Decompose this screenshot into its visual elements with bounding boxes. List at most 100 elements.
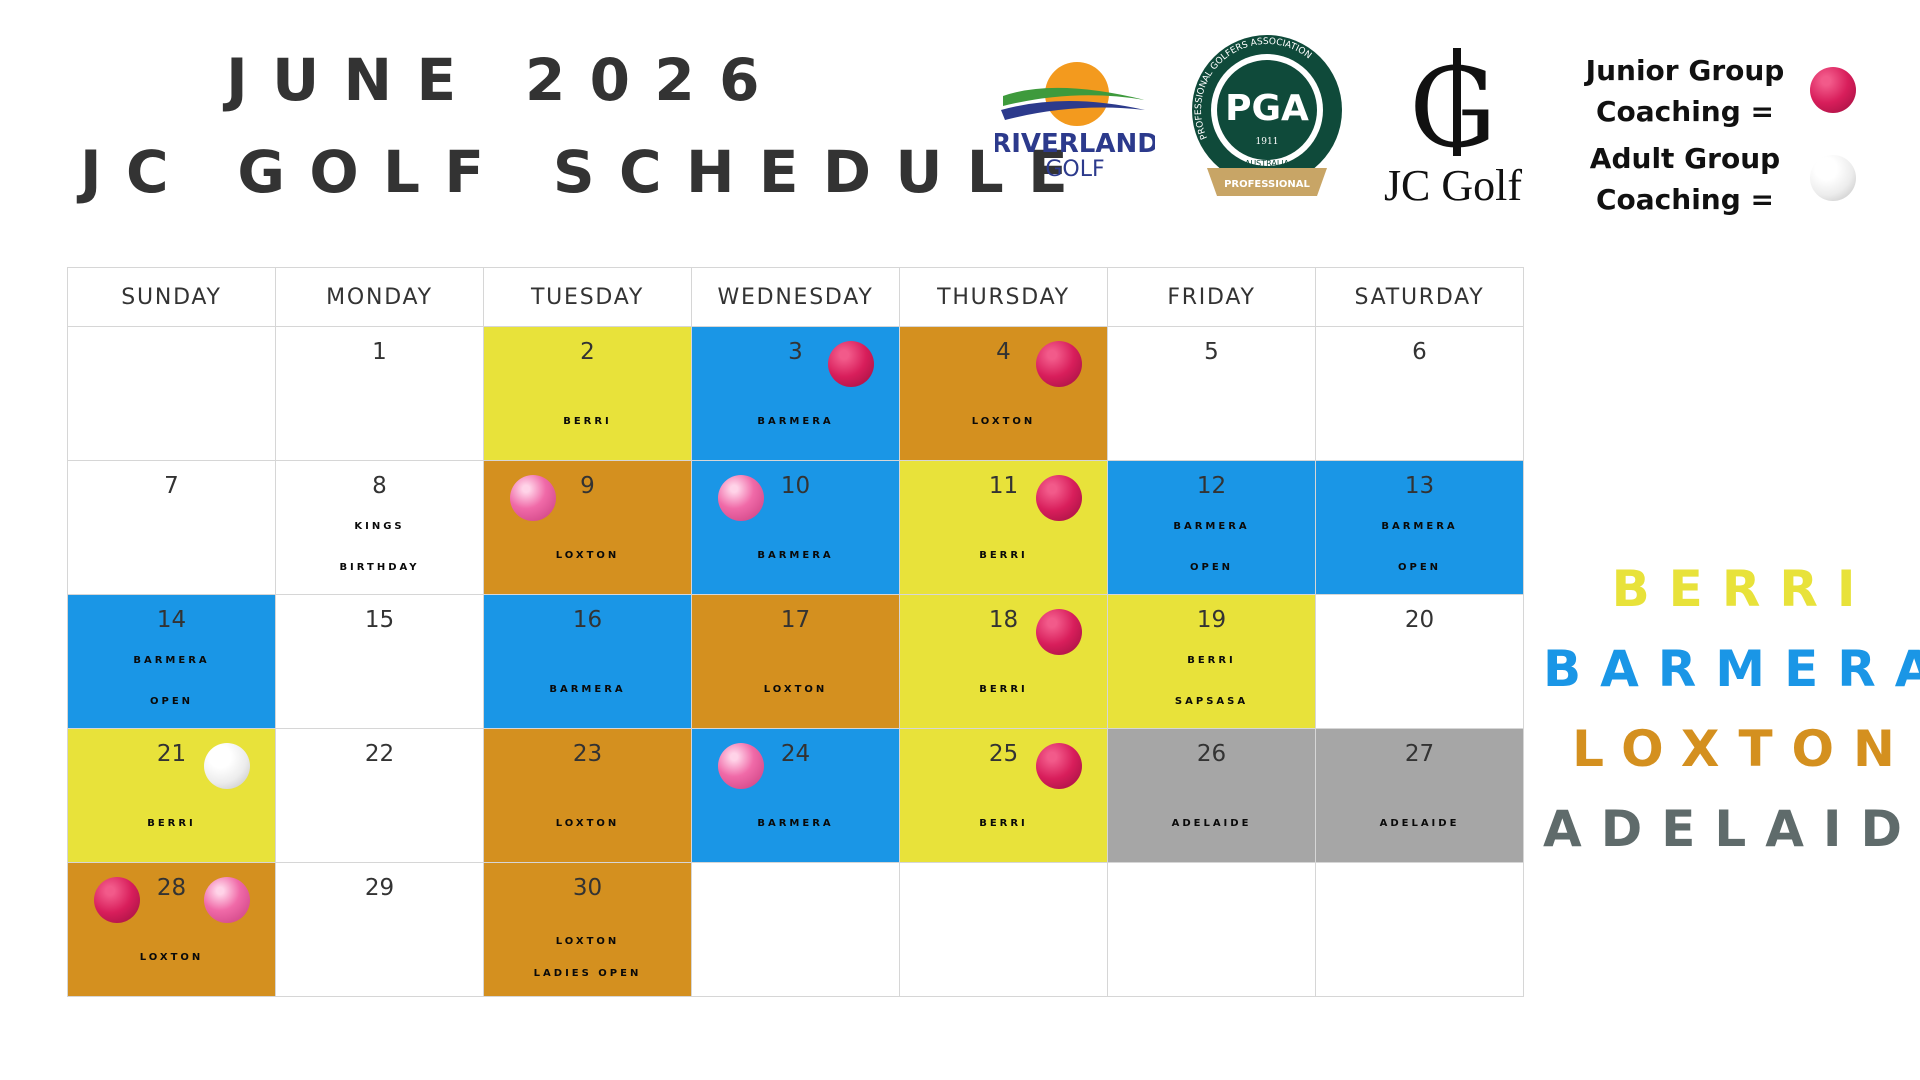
title-line: JUNE 2026: [226, 46, 784, 114]
event-label: BERRI: [900, 536, 1107, 576]
coaching-ball: [1036, 743, 1082, 789]
day-cell: 14 BARMERA OPEN: [67, 594, 276, 729]
event-label: LOXTON LADIES OPEN: [484, 926, 691, 990]
day-cell: [899, 862, 1108, 997]
event-label: BARMERA OPEN: [68, 640, 275, 722]
coaching-ball: [828, 341, 874, 387]
event-label: LOXTON: [900, 402, 1107, 442]
day-number: 1: [372, 339, 387, 365]
event-label: LOXTON: [484, 804, 691, 844]
event-label-line: BERRI: [979, 818, 1028, 829]
day-cell: 21 BERRI: [67, 728, 276, 863]
day-cell: 25 BERRI: [899, 728, 1108, 863]
event-label-line: LOXTON: [139, 952, 204, 963]
event-label: LOXTON: [68, 938, 275, 978]
key-text: Coaching =: [1596, 95, 1774, 128]
coaching-ball: [1036, 609, 1082, 655]
day-header: SATURDAY: [1315, 267, 1524, 327]
logo-circle: [1217, 60, 1317, 160]
event-label: BERRI: [484, 402, 691, 442]
key-text: Junior Group: [1585, 54, 1785, 87]
day-cell: 23 LOXTON: [483, 728, 692, 863]
event-label-line: LOXTON: [971, 416, 1036, 427]
day-cell: 8 KINGS BIRTHDAY: [275, 460, 484, 595]
day-cell: 18 BERRI: [899, 594, 1108, 729]
key-text: Coaching =: [1596, 183, 1774, 216]
event-label-line: BARMERA: [133, 655, 210, 666]
event-label-line: LADIES OPEN: [533, 968, 642, 979]
event-label: BARMERA: [484, 670, 691, 710]
event-label: ADELAIDE: [1108, 804, 1315, 844]
event-label-line: OPEN: [1189, 562, 1234, 573]
day-header: MONDAY: [275, 267, 484, 327]
event-label: BARMERA: [692, 804, 899, 844]
day-header: THURSDAY: [899, 267, 1108, 327]
day-number: 17: [780, 607, 811, 633]
coaching-ball: [1036, 475, 1082, 521]
day-cell: [691, 862, 900, 997]
day-cell: 19 BERRI SAPSASA: [1107, 594, 1316, 729]
day-header: SUNDAY: [67, 267, 276, 327]
day-number: 11: [988, 473, 1019, 499]
logo-banner-text: PROFESSIONAL: [1224, 179, 1310, 190]
event-label-line: BARMERA: [757, 818, 834, 829]
day-number: 13: [1404, 473, 1435, 499]
event-label-line: BARMERA: [549, 684, 626, 695]
coaching-ball: [718, 475, 764, 521]
day-cell: 1: [275, 326, 484, 461]
day-cell: 3 BARMERA: [691, 326, 900, 461]
event-label-line: BARMERA: [1381, 521, 1458, 532]
day-number: 9: [580, 473, 595, 499]
event-label-line: BARMERA: [757, 416, 834, 427]
event-label: ADELAIDE: [1316, 804, 1523, 844]
day-number: 18: [988, 607, 1019, 633]
day-cell: 6: [1315, 326, 1524, 461]
day-number: 29: [364, 875, 395, 901]
day-number: 16: [572, 607, 603, 633]
event-label: BARMERA: [692, 536, 899, 576]
day-number: 12: [1196, 473, 1227, 499]
day-cell: 15: [275, 594, 484, 729]
logo-text: GOLF: [1045, 157, 1104, 182]
event-label: BARMERA: [692, 402, 899, 442]
event-label-line: BERRI: [563, 416, 612, 427]
day-number: 23: [572, 741, 603, 767]
event-label-line: BIRTHDAY: [339, 562, 420, 573]
event-label-line: LOXTON: [763, 684, 828, 695]
event-label: BERRI: [900, 804, 1107, 844]
day-number: 3: [788, 339, 803, 365]
location-name: BERRI: [1611, 560, 1875, 618]
event-label-line: BARMERA: [757, 550, 834, 561]
event-label: LOXTON: [692, 670, 899, 710]
day-cell: 24 BARMERA: [691, 728, 900, 863]
day-cell: 7: [67, 460, 276, 595]
day-cell: 16 BARMERA: [483, 594, 692, 729]
title-line: JC GOLF SCHEDULE: [80, 138, 1093, 206]
event-label-line: BERRI: [147, 818, 196, 829]
event-label-line: LOXTON: [555, 550, 620, 561]
day-cell: 9 LOXTON: [483, 460, 692, 595]
logo-mark: PGA: [1225, 88, 1309, 129]
day-number: 6: [1412, 339, 1427, 365]
location-name: ADELAIDE: [1543, 800, 1920, 858]
coaching-ball: [204, 877, 250, 923]
event-label-line: LOXTON: [555, 936, 620, 947]
logo-text: RIVERLAND: [995, 129, 1155, 159]
event-label: BERRI SAPSASA: [1108, 640, 1315, 722]
day-cell: 20: [1315, 594, 1524, 729]
day-cell: 17 LOXTON: [691, 594, 900, 729]
logo-country: AUSTRALIA: [1245, 159, 1290, 168]
day-number: 28: [156, 875, 187, 901]
key-ball: [1810, 155, 1856, 201]
day-cell: [1107, 862, 1316, 997]
day-cell: 29: [275, 862, 484, 997]
event-label-line: BERRI: [1187, 655, 1236, 666]
day-cell: 22: [275, 728, 484, 863]
day-number: 5: [1204, 339, 1219, 365]
coaching-ball: [204, 743, 250, 789]
location-name: BARMERA: [1543, 640, 1920, 698]
event-label-line: ADELAIDE: [1171, 818, 1252, 829]
event-label-line: ADELAIDE: [1379, 818, 1460, 829]
coaching-ball: [94, 877, 140, 923]
coaching-ball: [718, 743, 764, 789]
